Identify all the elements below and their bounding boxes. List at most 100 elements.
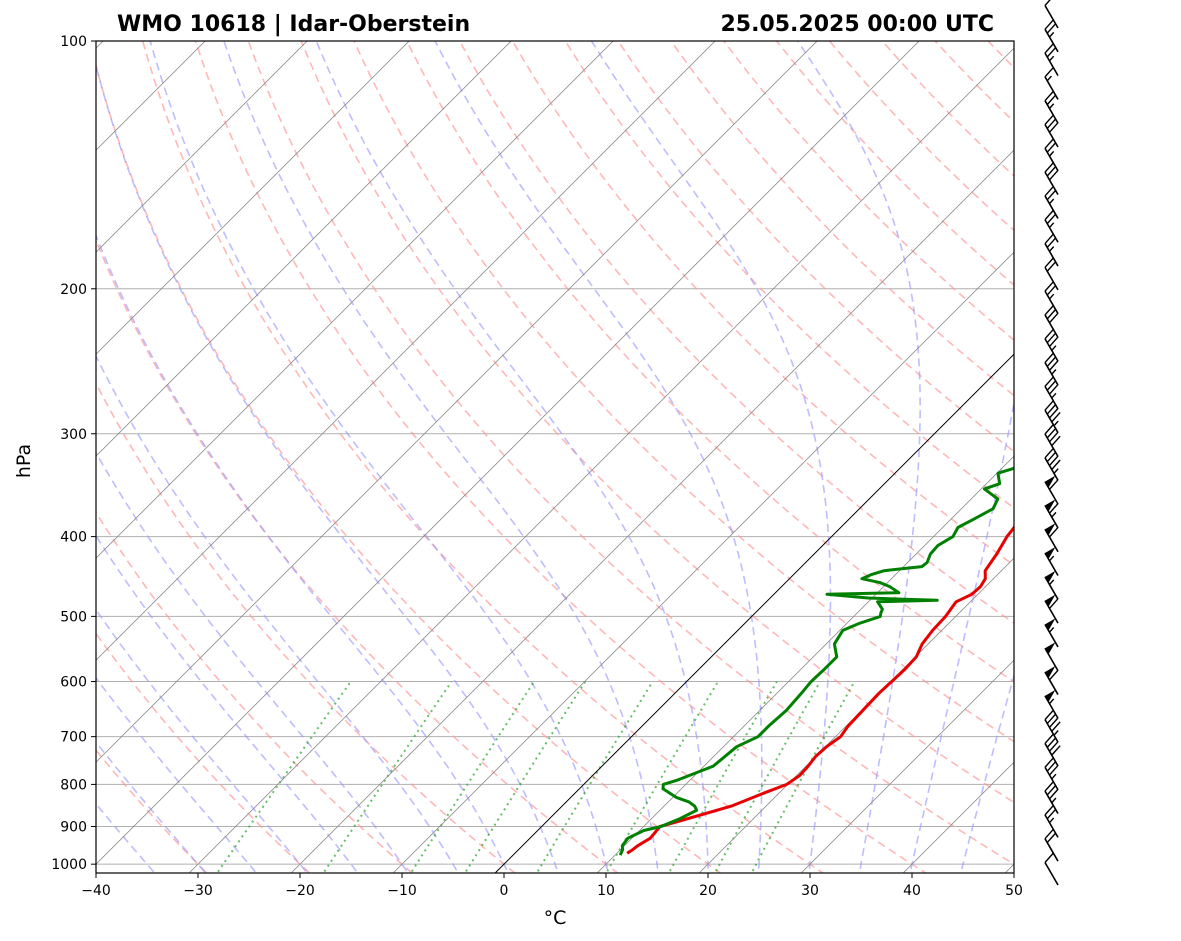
isotherm-line <box>290 149 1014 873</box>
wind-barb-half <box>1048 55 1055 62</box>
wind-barb-full <box>1046 237 1057 248</box>
wind-barb-half <box>1048 198 1055 205</box>
moist-adiabat-line <box>590 41 832 873</box>
mixing-ratio-line <box>750 681 856 873</box>
wind-barb-full <box>1046 832 1057 844</box>
wind-barb <box>1044 570 1059 600</box>
wind-barb-staff <box>1044 5 1059 29</box>
wind-barb-full <box>1048 479 1059 490</box>
wind-barb-full <box>1046 213 1057 225</box>
dry-adiabat-line <box>775 41 1014 287</box>
wind-barb-half <box>1051 797 1057 804</box>
reference-lines <box>96 41 1181 873</box>
dry-adiabat-line <box>828 41 1014 232</box>
wind-barb-full <box>1051 745 1061 756</box>
dry-adiabat-line <box>96 381 517 873</box>
wind-barb-half <box>1051 345 1057 351</box>
moist-adiabat-line <box>223 41 659 873</box>
isotherm-line <box>96 41 818 763</box>
wind-barb <box>1044 547 1059 576</box>
wind-barb-full <box>1044 281 1054 292</box>
wind-barb-full <box>1046 47 1057 58</box>
x-tick-label: −40 <box>81 883 111 899</box>
dry-adiabat-line <box>96 62 722 873</box>
wind-barb <box>1044 0 1059 29</box>
wind-barb-full <box>1048 765 1059 776</box>
wind-barb-full <box>1046 808 1057 820</box>
wind-barb-half <box>1048 627 1055 633</box>
wind-barb-half <box>1048 246 1055 252</box>
wind-barb-full <box>1044 828 1054 840</box>
wind-barb-staff <box>1044 671 1059 695</box>
wind-barb <box>1044 852 1059 886</box>
y-tick-label: 200 <box>60 282 87 298</box>
isotherm-line <box>1107 41 1181 873</box>
wind-barb-full <box>1048 717 1059 728</box>
wind-barb-full <box>1046 189 1057 201</box>
mixing-ratio-line <box>667 681 778 873</box>
mixing-ratio-line <box>215 681 352 873</box>
wind-barb-full <box>1046 94 1057 106</box>
wind-barb-full <box>1048 527 1059 538</box>
x-tick-label: 30 <box>801 883 819 899</box>
wind-barb-flag <box>1045 475 1056 488</box>
dewpoint-profile-line <box>618 466 1014 856</box>
wind-barb-full <box>1044 352 1054 364</box>
wind-barb-half <box>1048 103 1055 109</box>
wind-barb-staff <box>1044 528 1059 553</box>
wind-barb-half <box>1048 579 1055 586</box>
isotherm-line <box>1004 863 1014 873</box>
wind-barb-full <box>1046 404 1057 415</box>
mixing-ratio-line <box>713 681 821 873</box>
moist-adiabat-line <box>96 451 409 873</box>
wind-barb-full <box>1044 66 1054 78</box>
wind-barb-full <box>1046 261 1057 272</box>
wind-barb <box>1044 475 1059 505</box>
wind-barb <box>1044 828 1059 862</box>
wind-barb-full <box>1051 411 1061 423</box>
x-axis-label: °C <box>544 907 567 929</box>
wind-barb-half <box>1051 369 1057 375</box>
wind-barb-full <box>1046 427 1057 439</box>
isotherm-line <box>96 41 512 457</box>
x-tick-label: 40 <box>903 883 921 899</box>
wind-barb-full <box>1046 761 1057 772</box>
wind-barb-full <box>1046 737 1057 748</box>
wind-barb <box>1044 689 1059 719</box>
wind-barb <box>1044 499 1059 529</box>
wind-barb-full <box>1048 741 1059 752</box>
dry-adiabat-line <box>353 41 1014 743</box>
wind-barb-half <box>1048 150 1055 157</box>
moist-adiabat-line <box>96 676 258 873</box>
wind-barb-full <box>1048 455 1059 467</box>
wind-barb-half <box>1051 392 1057 399</box>
y-tick-label: 800 <box>60 777 87 793</box>
wind-barb <box>1044 400 1061 434</box>
wind-barb-full <box>1046 308 1057 320</box>
dry-adiabat-line <box>194 41 928 873</box>
mixing-ratio-line <box>605 681 719 873</box>
wind-barb-full <box>1048 122 1059 133</box>
sounding-profiles <box>618 466 1014 856</box>
wind-barb-full <box>1044 19 1054 30</box>
wind-barb <box>1044 709 1061 743</box>
y-tick-label: 700 <box>60 730 87 746</box>
isotherm-line <box>96 41 308 253</box>
dry-adiabat-line <box>141 41 825 873</box>
wind-barb-full <box>1044 376 1054 387</box>
wind-barb-staff <box>1044 862 1059 886</box>
zero-isotherm-line <box>494 353 1014 873</box>
wind-barb-full <box>1044 804 1054 816</box>
wind-barb-flag <box>1045 570 1056 583</box>
moist-adiabat-line <box>96 354 460 873</box>
wind-barb-full <box>1044 305 1054 316</box>
wind-barb <box>1044 594 1059 624</box>
wind-barb-full <box>1044 90 1054 102</box>
wind-barb-staff <box>1044 647 1059 672</box>
wind-barb-full <box>1044 400 1054 411</box>
wind-barb-full <box>1044 138 1054 149</box>
wind-barb-full <box>1046 785 1057 796</box>
mixing-ratio-line <box>409 681 535 873</box>
isotherm-line <box>698 557 1014 873</box>
